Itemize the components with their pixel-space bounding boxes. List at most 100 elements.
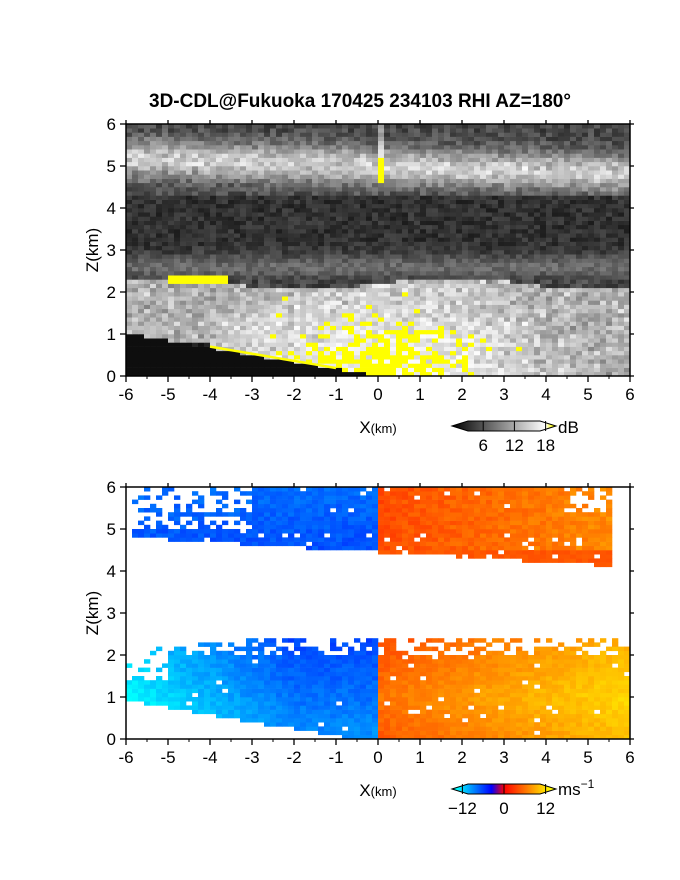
intensity-cell: [546, 304, 553, 310]
intensity-cell: [582, 170, 589, 175]
intensity-cell: [384, 237, 391, 242]
intensity-cell: [426, 195, 433, 200]
intensity-cell: [228, 132, 235, 137]
intensity-cell: [528, 153, 535, 158]
intensity-cell: [318, 191, 325, 196]
intensity-cell: [342, 166, 349, 171]
intensity-cell: [198, 224, 205, 230]
intensity-cell: [606, 187, 613, 192]
intensity-cell: [588, 220, 595, 226]
intensity-cell: [558, 233, 565, 238]
intensity-cell: [192, 191, 199, 196]
intensity-cell: [270, 237, 277, 242]
intensity-cell: [246, 266, 253, 272]
intensity-cell: [600, 136, 607, 142]
intensity-cell: [522, 346, 529, 352]
intensity-cell: [144, 224, 151, 230]
intensity-cell: [378, 216, 385, 221]
intensity-cell: [156, 233, 163, 238]
intensity-cell: [426, 157, 433, 163]
intensity-cell: [300, 132, 307, 137]
intensity-cell: [528, 355, 535, 360]
intensity-cell: [228, 191, 235, 196]
intensity-cell: [360, 313, 367, 318]
intensity-cell: [510, 313, 517, 318]
intensity-cell: [168, 195, 175, 200]
intensity-cell: [330, 124, 337, 129]
intensity-cell: [210, 287, 217, 293]
intensity-cell: [354, 346, 361, 352]
intensity-cell: [618, 325, 625, 331]
intensity-cell: [528, 359, 535, 364]
intensity-cell: [498, 367, 505, 373]
intensity-cell: [474, 250, 481, 255]
intensity-cell: [198, 329, 205, 335]
intensity-cell: [540, 203, 547, 209]
intensity-cell: [318, 262, 325, 268]
intensity-cell: [420, 355, 427, 360]
intensity-cell: [276, 241, 283, 247]
intensity-cell: [378, 208, 385, 213]
intensity-cell: [432, 229, 439, 234]
intensity-cell: [558, 157, 565, 163]
intensity-cell: [252, 308, 259, 314]
intensity-cell: [312, 325, 319, 331]
intensity-cell: [210, 187, 217, 192]
intensity-cell: [516, 187, 523, 192]
intensity-cell: [558, 195, 565, 200]
intensity-cell: [294, 275, 301, 280]
intensity-cell: [504, 275, 511, 280]
intensity-cell: [336, 166, 343, 171]
intensity-cell: [510, 191, 517, 196]
intensity-cell: [534, 140, 541, 146]
intensity-cell: [360, 216, 367, 221]
intensity-cell: [234, 300, 241, 305]
intensity-cell: [276, 350, 283, 356]
intensity-cell: [612, 153, 619, 158]
intensity-cell: [432, 182, 439, 188]
intensity-cell: [468, 363, 475, 368]
intensity-cell: [498, 355, 505, 360]
intensity-cell: [180, 161, 187, 167]
intensity-cell: [510, 229, 517, 234]
intensity-cell: [198, 170, 205, 175]
intensity-cell: [522, 145, 529, 150]
intensity-cell: [486, 367, 493, 373]
intensity-cell: [576, 308, 583, 314]
intensity-cell: [228, 296, 235, 301]
intensity-cell: [486, 266, 493, 272]
intensity-cell: [414, 224, 421, 230]
intensity-cell: [408, 300, 415, 305]
intensity-cell: [588, 166, 595, 171]
intensity-cell: [576, 208, 583, 213]
intensity-cell: [576, 166, 583, 171]
intensity-cell: [366, 275, 373, 280]
intensity-cell: [276, 317, 283, 322]
intensity-cell: [168, 334, 175, 339]
intensity-cell: [612, 304, 619, 310]
intensity-cell: [420, 128, 427, 133]
intensity-cell: [582, 283, 589, 289]
intensity-cell: [528, 220, 535, 226]
intensity-cell: [276, 195, 283, 200]
intensity-cell: [570, 342, 577, 347]
intensity-cell: [222, 195, 229, 200]
intensity-cell: [618, 346, 625, 352]
intensity-cell: [246, 212, 253, 217]
intensity-cell: [312, 174, 319, 179]
intensity-cell: [330, 325, 337, 331]
intensity-cell: [426, 149, 433, 154]
intensity-cell: [528, 136, 535, 142]
intensity-cell: [246, 191, 253, 196]
intensity-cell: [144, 321, 151, 326]
intensity-cell: [612, 363, 619, 368]
intensity-cell: [342, 258, 349, 263]
intensity-cell: [540, 149, 547, 154]
intensity-cell: [486, 208, 493, 213]
intensity-cell: [336, 182, 343, 188]
intensity-cell: [126, 203, 133, 209]
intensity-cell: [426, 296, 433, 301]
intensity-cell: [312, 199, 319, 205]
intensity-cell: [480, 371, 487, 377]
intensity-cell: [306, 250, 313, 255]
